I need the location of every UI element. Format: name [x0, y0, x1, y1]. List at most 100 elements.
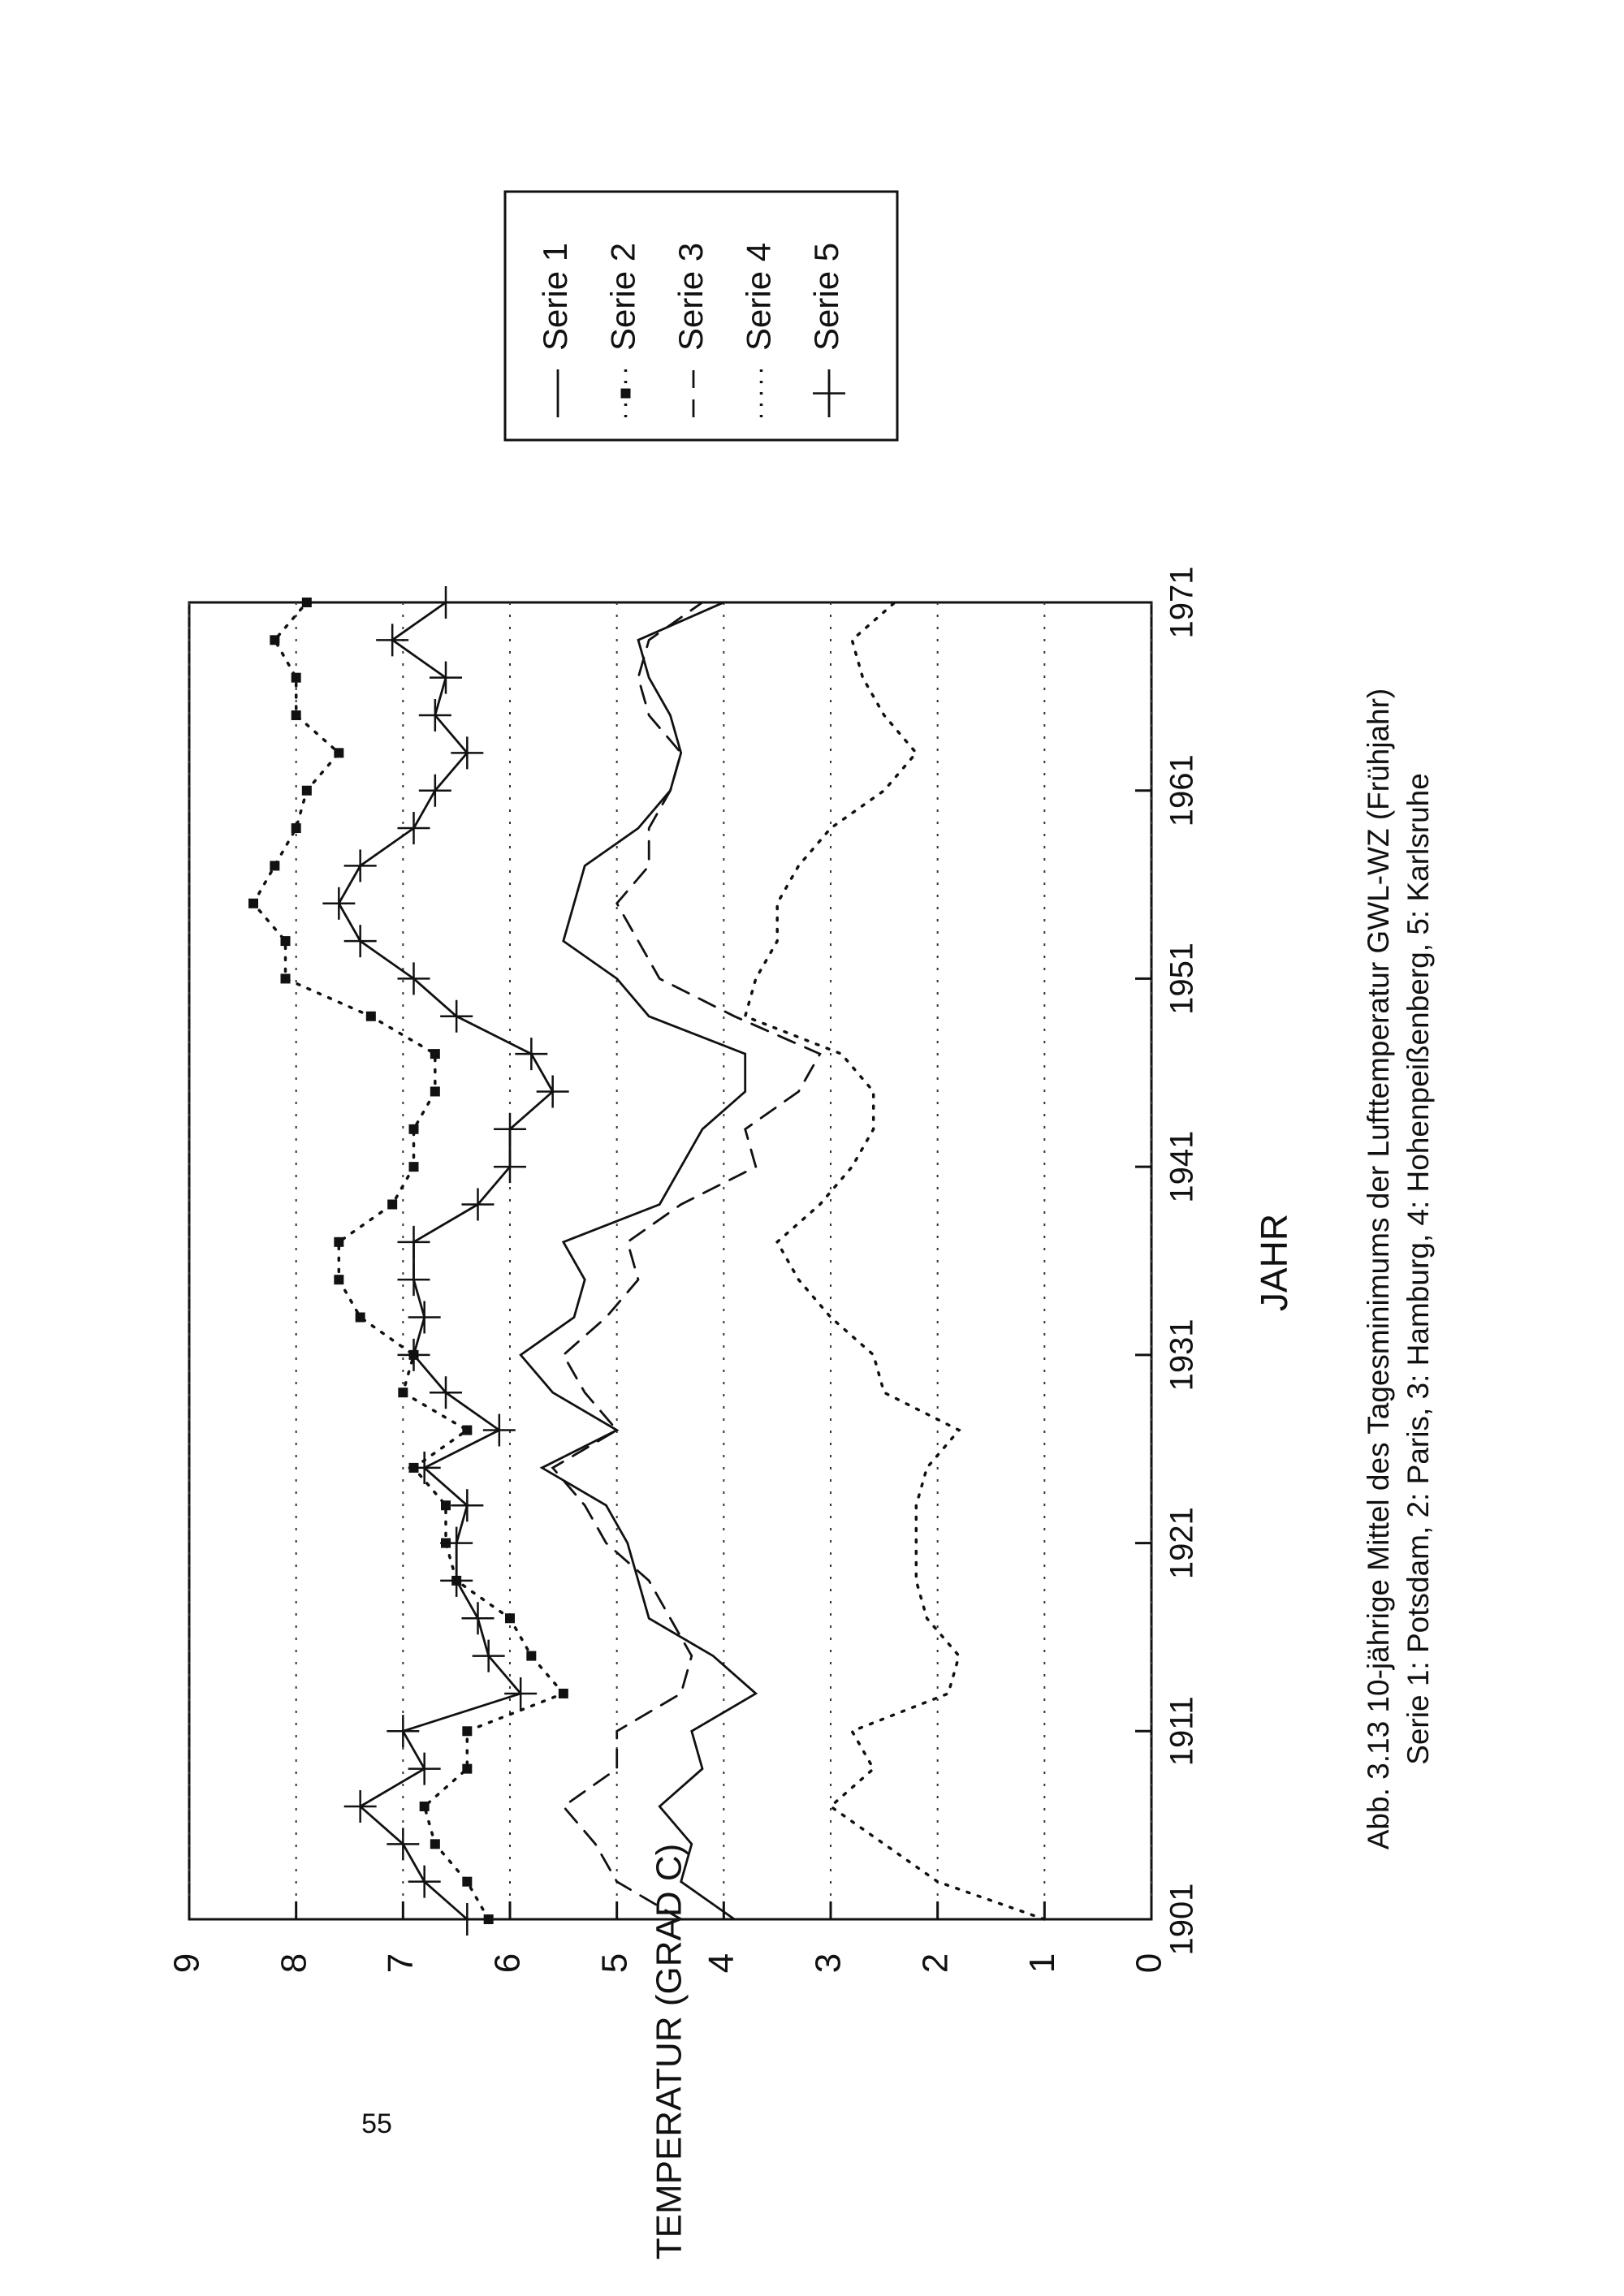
- x-tick-label: 1971: [1164, 567, 1200, 639]
- plus-marker: [451, 1489, 484, 1522]
- page-number: 55: [361, 2108, 392, 2139]
- caption-title: Abb. 3.13 10-jährige Mittel des Tagesmin…: [1362, 688, 1395, 1850]
- square-marker: [441, 1500, 451, 1511]
- y-tick-label: 5: [594, 1953, 634, 1973]
- square-marker: [355, 1312, 365, 1323]
- plus-marker: [343, 1789, 377, 1823]
- plus-marker: [430, 586, 462, 619]
- x-axis-title: JAHR: [1253, 1214, 1295, 1311]
- square-marker: [280, 973, 291, 984]
- plus-marker: [494, 1112, 526, 1146]
- plus-marker: [408, 1301, 441, 1334]
- plus-marker: [387, 1828, 420, 1861]
- y-tick-label: 6: [488, 1953, 528, 1973]
- caption-subtitle: Serie 1: Potsdam, 2: Paris, 3: Hamburg, …: [1402, 773, 1435, 1765]
- square-marker: [408, 1124, 419, 1134]
- square-marker: [291, 823, 301, 834]
- plus-marker: [322, 887, 356, 920]
- plus-marker: [397, 1225, 430, 1258]
- square-marker: [398, 1388, 408, 1398]
- square-marker: [430, 1839, 440, 1849]
- plus-marker: [408, 1752, 441, 1785]
- plus-marker: [440, 999, 473, 1033]
- plus-marker: [451, 736, 484, 770]
- y-tick-label: 0: [1129, 1953, 1169, 1973]
- x-tick-label: 1951: [1164, 943, 1200, 1015]
- square-marker: [558, 1688, 568, 1698]
- legend-label: Serie 2: [604, 243, 642, 351]
- plus-marker: [430, 661, 462, 694]
- plus-marker: [461, 1602, 495, 1635]
- square-marker: [462, 1876, 473, 1887]
- plus-marker: [482, 1413, 516, 1447]
- plus-marker: [451, 1903, 484, 1936]
- plus-marker: [376, 624, 409, 657]
- plus-marker: [408, 1865, 441, 1898]
- plus-marker: [515, 1038, 548, 1071]
- plus-marker: [408, 1451, 441, 1484]
- legend-label: Serie 1: [536, 243, 574, 351]
- y-tick-label: 2: [915, 1953, 955, 1973]
- y-tick-label: 8: [274, 1953, 313, 1973]
- square-marker: [419, 1801, 430, 1811]
- square-marker: [620, 388, 631, 399]
- plus-marker: [440, 1526, 473, 1560]
- square-marker: [270, 861, 280, 871]
- square-marker: [387, 1199, 398, 1210]
- y-tick-label: 9: [167, 1953, 207, 1973]
- plus-marker: [440, 1564, 473, 1597]
- y-tick-label: 4: [702, 1953, 741, 1973]
- plus-marker: [813, 377, 845, 410]
- plus-marker: [536, 1075, 569, 1108]
- series-line: [251, 601, 566, 1921]
- x-tick-label: 1911: [1164, 1696, 1200, 1766]
- square-marker: [526, 1651, 537, 1661]
- y-tick-label: 3: [809, 1953, 849, 1973]
- x-tick-label: 1901: [1164, 1884, 1200, 1956]
- square-marker: [301, 598, 312, 607]
- square-marker: [270, 635, 280, 645]
- x-tick-label: 1931: [1164, 1318, 1200, 1391]
- series-line: [743, 601, 1047, 1921]
- x-tick-label: 1961: [1164, 754, 1200, 826]
- square-marker: [430, 1086, 440, 1097]
- plus-marker: [397, 812, 430, 845]
- square-marker: [301, 785, 312, 796]
- series-line: [551, 601, 822, 1921]
- plus-marker: [504, 1677, 538, 1710]
- square-marker: [365, 1011, 376, 1021]
- plus-marker: [418, 774, 451, 807]
- y-axis-title: TEMPERATUR (GRAD C): [650, 1844, 689, 2260]
- square-marker: [291, 672, 301, 683]
- square-marker: [334, 1275, 344, 1285]
- square-marker: [462, 1425, 473, 1435]
- legend-label: Serie 5: [807, 243, 845, 351]
- square-marker: [408, 1162, 419, 1172]
- plus-marker: [397, 1338, 430, 1371]
- plus-marker: [472, 1639, 505, 1672]
- plus-marker: [397, 962, 430, 995]
- y-tick-label: 1: [1022, 1953, 1062, 1973]
- plus-marker: [343, 925, 377, 958]
- series-line: [337, 601, 555, 1921]
- square-marker: [280, 936, 291, 947]
- plus-marker: [397, 1263, 430, 1297]
- square-marker: [248, 898, 258, 908]
- plus-marker: [430, 1376, 462, 1409]
- plus-marker: [418, 699, 451, 732]
- plus-marker: [494, 1150, 526, 1184]
- legend-label: Serie 4: [740, 243, 778, 351]
- square-marker: [334, 748, 344, 758]
- x-tick-label: 1941: [1164, 1131, 1200, 1203]
- square-marker: [291, 710, 301, 721]
- square-marker: [334, 1236, 344, 1247]
- square-marker: [462, 1763, 473, 1774]
- x-tick-label: 1921: [1164, 1507, 1200, 1579]
- plus-marker: [461, 1188, 495, 1221]
- square-marker: [483, 1914, 494, 1924]
- y-tick-label: 7: [381, 1953, 421, 1973]
- series-line: [519, 601, 758, 1921]
